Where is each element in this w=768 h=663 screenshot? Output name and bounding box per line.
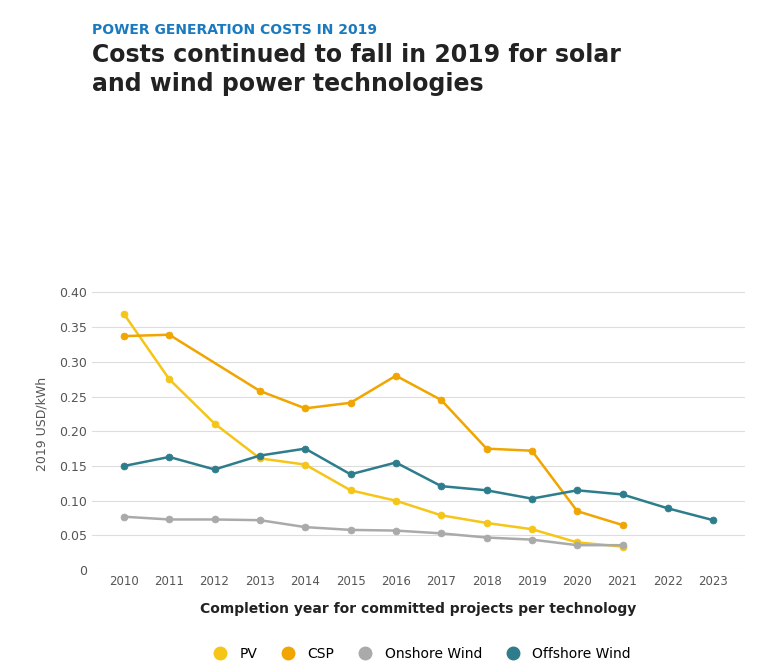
Legend: PV, CSP, Onshore Wind, Offshore Wind: PV, CSP, Onshore Wind, Offshore Wind xyxy=(201,641,636,663)
X-axis label: Completion year for committed projects per technology: Completion year for committed projects p… xyxy=(200,602,637,616)
Text: Costs continued to fall in 2019 for solar
and wind power technologies: Costs continued to fall in 2019 for sola… xyxy=(92,43,621,96)
Y-axis label: 2019 USD/kWh: 2019 USD/kWh xyxy=(35,377,48,471)
Text: POWER GENERATION COSTS IN 2019: POWER GENERATION COSTS IN 2019 xyxy=(92,23,377,37)
